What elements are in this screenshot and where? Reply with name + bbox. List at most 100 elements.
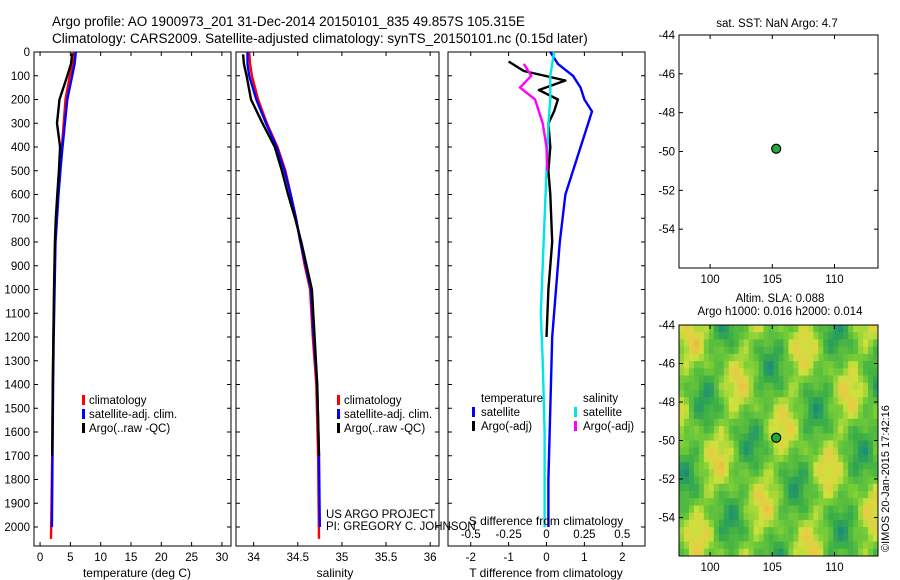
- sla-heat-cell: [738, 483, 745, 492]
- sla-heat-cell: [743, 541, 750, 550]
- sla-heat-cell: [703, 447, 710, 456]
- sla-heat-cell: [873, 426, 879, 434]
- sla-heat-cell: [688, 541, 695, 550]
- sst_map-xtick-label: 100: [701, 274, 720, 286]
- sla-heat-cell: [723, 548, 730, 557]
- sla-heat-cell: [803, 433, 809, 441]
- sla-heat-cell: [768, 361, 774, 369]
- sla-heat-cell: [818, 491, 824, 499]
- sla-heat-cell: [853, 332, 859, 340]
- sla-heat-cell: [848, 404, 854, 413]
- sla-heat-cell: [773, 447, 779, 456]
- sla-heat-cell: [758, 404, 764, 413]
- sla-heat-cell: [698, 447, 705, 456]
- sla-heat-cell: [783, 353, 789, 362]
- sla-heat-cell: [873, 447, 879, 456]
- sla-heat-cell: [748, 519, 755, 528]
- sla-heat-cell: [748, 325, 755, 333]
- sla-heat-cell: [763, 534, 769, 542]
- sla-heat-cell: [679, 411, 685, 420]
- sst_map-ytick-label: -50: [658, 147, 675, 159]
- sla-heat-cell: [758, 397, 764, 405]
- sla-heat-cell: [763, 476, 769, 485]
- sla-heat-cell: [808, 447, 814, 456]
- sla-heat-cell: [693, 418, 700, 427]
- sla-heat-cell: [748, 382, 755, 391]
- sla-heat-cell: [703, 346, 710, 355]
- difference-legend-label: satellite: [583, 407, 622, 419]
- sla-heat-cell: [783, 346, 789, 355]
- sla-heat-cell: [728, 426, 735, 434]
- sla-heat-cell: [763, 519, 769, 528]
- sla-heat-cell: [858, 491, 864, 499]
- sla-heat-cell: [813, 361, 819, 369]
- sla-heat-cell: [683, 382, 690, 391]
- sla-heat-cell: [723, 491, 730, 499]
- sla-heat-cell: [873, 332, 879, 340]
- sla-heat-cell: [783, 361, 789, 369]
- sla-heat-cell: [713, 389, 720, 398]
- sla-heat-cell: [848, 346, 854, 355]
- sla-heat-cell: [848, 454, 854, 463]
- sla-heat-cell: [679, 491, 685, 499]
- difference-x2tick-label: 0.5: [614, 529, 630, 541]
- sla-heat-cell: [713, 541, 720, 550]
- sst_map-ytick-label: -46: [658, 69, 675, 81]
- sla-heat-cell: [843, 548, 849, 557]
- sla-heat-cell: [818, 325, 824, 333]
- sla-heat-cell: [838, 325, 844, 333]
- sla-heat-cell: [863, 548, 869, 557]
- sla-heat-cell: [863, 368, 869, 376]
- sla-heat-cell: [863, 519, 869, 528]
- sla-heat-cell: [773, 498, 779, 506]
- sla-heat-cell: [763, 491, 769, 499]
- sla-heat-cell: [853, 483, 859, 492]
- sla-heat-cell: [783, 404, 789, 413]
- sla-heat-cell: [723, 418, 730, 427]
- title-line-1: Argo profile: AO 1900973_201 31-Dec-2014…: [52, 14, 525, 29]
- sla-heat-cell: [748, 375, 755, 384]
- depth-tick-label: 200: [11, 95, 30, 107]
- sla-heat-cell: [713, 476, 720, 485]
- sla-heat-cell: [808, 433, 814, 441]
- sla-heat-cell: [748, 534, 755, 542]
- sla-heat-cell: [823, 454, 829, 463]
- sla-heat-cell: [713, 426, 720, 434]
- sla-heat-cell: [733, 382, 740, 391]
- sla-heat-cell: [863, 426, 869, 434]
- sla-heat-cell: [873, 505, 879, 514]
- sla-heat-cell: [688, 505, 695, 514]
- sla-heat-cell: [793, 548, 799, 557]
- sla-heat-cell: [868, 454, 874, 463]
- sla-heat-cell: [843, 418, 849, 427]
- sla-heat-cell: [773, 426, 779, 434]
- sla-heat-cell: [763, 332, 769, 340]
- sla-heat-cell: [823, 476, 829, 485]
- sla-heat-cell: [708, 404, 715, 413]
- sla-heat-cell: [833, 411, 839, 420]
- sla-heat-cell: [683, 389, 690, 398]
- sla-heat-cell: [843, 346, 849, 355]
- argo-float-position-marker: [771, 143, 782, 154]
- temperature-xtick-label: 15: [125, 552, 138, 564]
- sla-heat-cell: [728, 375, 735, 384]
- sla-heat-cell: [703, 375, 710, 384]
- sla-heat-cell: [788, 491, 794, 499]
- sla-heat-cell: [768, 411, 774, 420]
- sla-heat-cell: [873, 389, 879, 398]
- sla-heat-cell: [738, 332, 745, 340]
- sla-heat-cell: [818, 462, 824, 470]
- sla-heat-cell: [718, 519, 725, 528]
- sla-heat-cell: [778, 505, 784, 514]
- sla-heat-cell: [853, 339, 859, 348]
- sla-heat-cell: [843, 404, 849, 413]
- sla-heat-cell: [848, 397, 854, 405]
- sla-heat-cell: [798, 325, 804, 333]
- depth-tick-label: 1700: [4, 451, 30, 463]
- sla-heat-cell: [863, 397, 869, 405]
- sla-heat-cell: [693, 498, 700, 506]
- salinity-panel: 34 34.5 35 35.5 36 climatology satellite-adj. …: [235, 51, 440, 564]
- sla-heat-cell: [698, 512, 705, 521]
- sla-heat-cell: [743, 519, 750, 528]
